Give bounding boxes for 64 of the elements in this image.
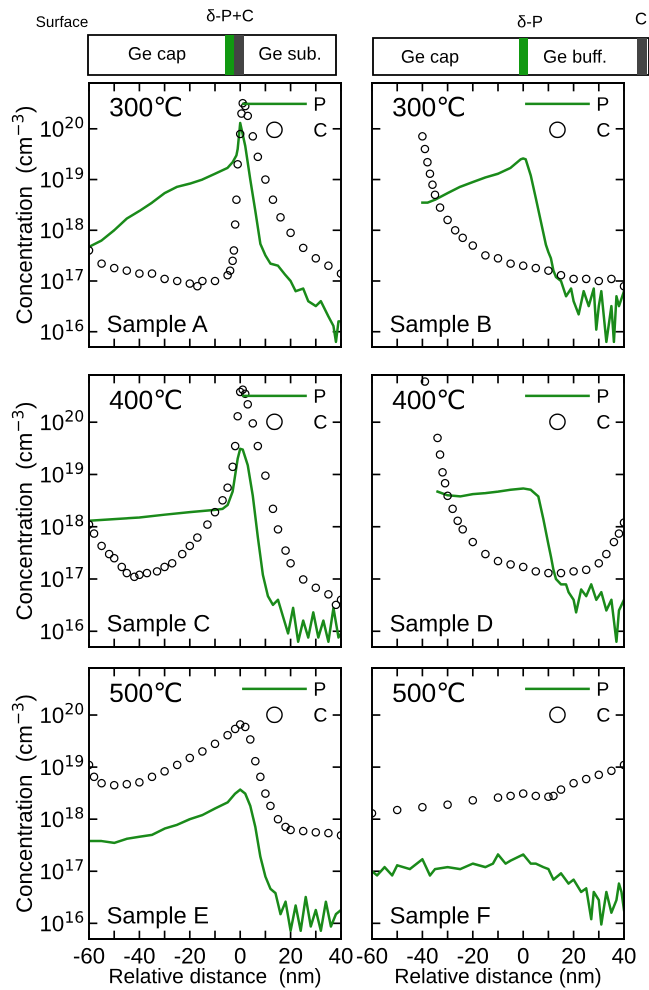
- legend-label: C: [597, 123, 610, 137]
- text: Surface: [36, 16, 88, 28]
- y-tick-label: 10$^{17}$: [41, 269, 83, 290]
- x-tick-label: 0: [234, 948, 246, 964]
- annotation: Sample C: [108, 614, 210, 636]
- x-tick-label: 40: [329, 948, 352, 964]
- y-tick-label: 10$^{16}$: [41, 619, 84, 640]
- y-tick-label: 10$^{19}$: [41, 167, 84, 188]
- y-axis-title: Concentration (cm$^{−3}$): [12, 695, 36, 912]
- annotation: 500℃: [393, 682, 464, 702]
- y-tick-label: 10$^{18}$: [41, 807, 84, 828]
- y-tick-label: 10$^{17}$: [41, 859, 83, 880]
- text: Ge cap: [128, 47, 186, 64]
- annotation: 300℃: [393, 96, 464, 117]
- legend-label: C: [314, 123, 327, 137]
- x-tick-label: -20: [458, 948, 488, 964]
- y-tick-label: 10$^{17}$: [41, 567, 83, 588]
- y-axis-title: Concentration (cm$^{−3}$): [12, 402, 36, 620]
- text: δ-P+C: [206, 9, 254, 22]
- legend-label: C: [597, 415, 610, 429]
- legend-label: P: [598, 97, 608, 111]
- y-tick-label: 10$^{16}$: [41, 320, 84, 340]
- annotation: Sample E: [108, 906, 208, 928]
- x-tick-label: 20: [562, 948, 586, 964]
- legend-label: C: [314, 415, 327, 429]
- y-tick-label: 10$^{18}$: [41, 218, 84, 238]
- x-tick-label: -20: [174, 948, 205, 964]
- annotation: Sample D: [390, 614, 492, 636]
- text: δ-P: [518, 15, 542, 28]
- y-tick-label: 10$^{19}$: [41, 462, 84, 483]
- legend-label: C: [597, 708, 610, 722]
- text: Ge cap: [402, 50, 458, 66]
- y-tick-label: 10$^{20}$: [41, 410, 84, 430]
- x-tick-label: -40: [124, 948, 155, 964]
- y-axis-title: Concentration (cm$^{−3}$): [12, 106, 36, 324]
- x-axis-title: Relative distance (nm): [396, 968, 600, 988]
- x-tick-label: 0: [518, 948, 529, 964]
- legend-label: P: [314, 682, 326, 696]
- text: Ge buff.: [544, 50, 606, 63]
- text: C: [636, 12, 646, 24]
- legend-label: P: [598, 389, 608, 403]
- annotation: Sample B: [390, 314, 491, 337]
- x-tick-label: -60: [74, 948, 104, 964]
- legend-label: P: [314, 97, 326, 111]
- x-tick-label: -40: [407, 948, 438, 964]
- annotation: Sample A: [108, 314, 208, 337]
- y-tick-label: 10$^{20}$: [41, 702, 84, 724]
- annotation: 300℃: [110, 96, 181, 117]
- y-tick-label: 10$^{20}$: [41, 116, 84, 137]
- y-tick-label: 10$^{18}$: [41, 514, 84, 535]
- x-tick-label: 20: [279, 948, 302, 964]
- legend-label: C: [314, 708, 327, 722]
- y-tick-label: 10$^{16}$: [41, 911, 84, 932]
- text: Ge sub.: [259, 46, 320, 60]
- annotation: 500℃: [110, 682, 181, 702]
- annotation: 400℃: [392, 389, 464, 410]
- annotation: 400℃: [110, 389, 181, 410]
- legend-label: P: [598, 682, 608, 696]
- legend-label: P: [314, 389, 326, 403]
- annotation: Sample F: [390, 906, 490, 928]
- x-axis-title: Relative distance (nm): [110, 968, 320, 988]
- x-tick-label: 40: [612, 948, 636, 964]
- y-tick-label: 10$^{19}$: [41, 754, 84, 776]
- x-tick-label: -60: [356, 948, 388, 964]
